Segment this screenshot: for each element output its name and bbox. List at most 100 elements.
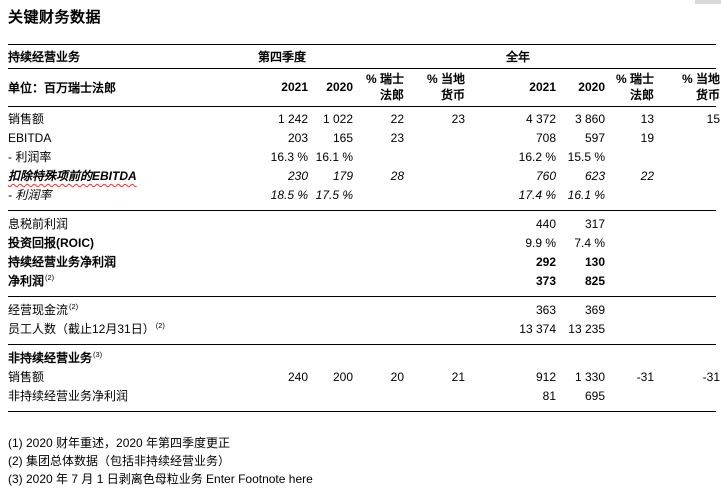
cell-fy-2021: 4 372 bbox=[525, 111, 556, 126]
footnote-ref: (2) bbox=[69, 302, 79, 311]
page-title: 关键财务数据 bbox=[8, 9, 102, 26]
cell-fy-2020: 7.4 % bbox=[574, 235, 605, 250]
cell-fy-2020: 16.1 % bbox=[567, 187, 605, 202]
cell-fy-2020: 597 bbox=[584, 130, 605, 145]
cell-q4-2020: 16.1 % bbox=[315, 149, 353, 164]
section-cashflow-headcount: 经营现金流(2) 363 369 员工人数（截止12月31日）(2) 13 37… bbox=[8, 297, 716, 344]
table-row-discontinued-net-income: 非持续经营业务净利润 81 695 bbox=[8, 386, 716, 405]
row-label: 扣除特殊项前的EBITDA bbox=[8, 169, 137, 183]
cell-q4-2021: 1 242 bbox=[277, 111, 308, 126]
cell-fy-2021: 16.2 % bbox=[518, 149, 556, 164]
cell-fy-pct-local: 15 bbox=[706, 111, 720, 126]
cell-q4-2021: 16.3 % bbox=[270, 149, 308, 164]
cell-fy-2021: 760 bbox=[535, 168, 556, 183]
column-header-row: 单位：百万瑞士法郎 2021 2020 % 瑞士 法郎 % 当地 货币 2021… bbox=[8, 69, 720, 106]
cell-q4-2021: 240 bbox=[287, 369, 308, 384]
cell-fy-2021: 440 bbox=[535, 216, 556, 231]
row-label: 非持续经营业务(3) bbox=[8, 350, 103, 365]
cell-fy-2021: 13 374 bbox=[519, 321, 556, 336]
cell-fy-2020: 623 bbox=[584, 168, 605, 183]
cell-fy-2021: 912 bbox=[535, 369, 556, 384]
col-header-q4-2020: 2020 bbox=[326, 79, 353, 94]
cell-fy-2020: 13 235 bbox=[568, 321, 605, 336]
group-header-q4: 第四季度 bbox=[258, 50, 307, 64]
footnotes: (1) 2020 财年重述，2020 年第四季度更正 (2) 集团总体数据（包括… bbox=[8, 434, 313, 488]
divider bbox=[8, 411, 716, 412]
row-label: 经营现金流(2) bbox=[8, 302, 79, 317]
col-header-fy-pct-chf: % 瑞士 法郎 bbox=[615, 71, 654, 102]
cell-fy-2021: 81 bbox=[542, 388, 556, 403]
key-financials-table: 持续经营业务 第四季度 全年 单位：百万瑞士法郎 2021 2020 % 瑞士 … bbox=[8, 44, 720, 412]
footnote-3: (3) 2020 年 7 月 1 日剥离色母粒业务 Enter Footnote… bbox=[8, 472, 313, 486]
row-label: - 利润率 bbox=[8, 150, 52, 164]
cell-q4-pct-chf: 23 bbox=[390, 130, 404, 145]
row-label: 销售额 bbox=[8, 370, 45, 384]
table-row-margin-before-exceptionals: - 利润率 18.5 % 17.5 % 17.4 % 16.1 % bbox=[8, 185, 716, 204]
cell-q4-2020: 17.5 % bbox=[315, 187, 353, 202]
row-label: 投资回报(ROIC) bbox=[8, 236, 94, 250]
divider bbox=[8, 106, 716, 107]
unit-label: 单位：百万瑞士法郎 bbox=[8, 81, 117, 95]
row-label: 持续经营业务净利润 bbox=[8, 255, 117, 269]
cell-q4-2020: 1 022 bbox=[322, 111, 353, 126]
cell-fy-pct-chf: 22 bbox=[640, 168, 654, 183]
table-row-ebitda-before-exceptionals: 扣除特殊项前的EBITDA 230 179 28 760 623 22 bbox=[8, 166, 716, 185]
section-discontinued-operations: 非持续经营业务(3) 销售额 240 200 20 21 912 1 330 -… bbox=[8, 345, 720, 411]
col-header-fy-pct-local: % 当地 货币 bbox=[681, 71, 720, 102]
cell-q4-pct-chf: 20 bbox=[390, 369, 404, 384]
cell-fy-2020: 317 bbox=[584, 216, 605, 231]
cell-fy-2021: 708 bbox=[535, 130, 556, 145]
cell-fy-pct-local: -31 bbox=[702, 369, 720, 384]
cell-q4-2021: 18.5 % bbox=[270, 187, 308, 202]
col-header-q4-pct-chf: % 瑞士 法郎 bbox=[365, 71, 404, 102]
divider bbox=[8, 44, 716, 45]
cell-fy-2020: 130 bbox=[584, 254, 605, 269]
cell-fy-2020: 695 bbox=[584, 388, 605, 403]
cell-q4-2021: 203 bbox=[287, 130, 308, 145]
cell-fy-2021: 17.4 % bbox=[518, 187, 556, 202]
table-row-net-income: 净利润(2) 373 825 bbox=[8, 271, 716, 290]
footnote-1: (1) 2020 财年重述，2020 年第四季度更正 bbox=[8, 436, 231, 450]
table-row-ebitda-margin: - 利润率 16.3 % 16.1 % 16.2 % 15.5 % bbox=[8, 147, 716, 166]
cell-fy-2020: 1 330 bbox=[574, 369, 605, 384]
divider bbox=[8, 344, 716, 345]
cell-fy-2020: 825 bbox=[584, 273, 605, 288]
section-profit: 息税前利润 440 317 投资回报(ROIC) 9.9 % 7.4 % bbox=[8, 211, 716, 296]
divider bbox=[8, 210, 716, 211]
section-label-continuing-operations: 持续经营业务 bbox=[8, 50, 81, 64]
cell-fy-pct-chf: -31 bbox=[636, 369, 654, 384]
cell-q4-pct-chf: 22 bbox=[390, 111, 404, 126]
group-header-full-year: 全年 bbox=[506, 50, 531, 64]
col-header-q4-pct-local: % 当地 货币 bbox=[426, 71, 465, 102]
col-header-q4-2021: 2021 bbox=[281, 79, 308, 94]
row-label: 销售额 bbox=[8, 112, 45, 126]
row-label: EBITDA bbox=[8, 130, 52, 145]
cell-fy-pct-chf: 19 bbox=[640, 130, 654, 145]
table-row-discontinued-header: 非持续经营业务(3) bbox=[8, 348, 716, 367]
row-label: 息税前利润 bbox=[8, 217, 69, 231]
cell-fy-2020: 369 bbox=[584, 302, 605, 317]
cell-fy-2021: 292 bbox=[535, 254, 556, 269]
footnote-ref: (2) bbox=[45, 273, 55, 282]
cell-q4-2021: 230 bbox=[287, 168, 308, 183]
cell-q4-2020: 165 bbox=[332, 130, 353, 145]
footnote-ref: (2) bbox=[155, 321, 165, 330]
cell-fy-2020: 15.5 % bbox=[567, 149, 605, 164]
table-row-net-income-continuing: 持续经营业务净利润 292 130 bbox=[8, 252, 716, 271]
table-row-discontinued-sales: 销售额 240 200 20 21 912 1 330 -31 -31 bbox=[8, 367, 720, 386]
scrollbar-fragment bbox=[695, 0, 721, 4]
divider bbox=[8, 68, 716, 69]
cell-q4-2020: 179 bbox=[332, 168, 353, 183]
row-label: 净利润(2) bbox=[8, 273, 55, 288]
table-row-operating-cashflow: 经营现金流(2) 363 369 bbox=[8, 300, 716, 319]
section-sales-ebitda: 销售额 1 242 1 022 22 23 4 372 3 860 13 15 … bbox=[8, 107, 720, 210]
table-row-roic: 投资回报(ROIC) 9.9 % 7.4 % bbox=[8, 233, 716, 252]
table-row-headcount: 员工人数（截止12月31日）(2) 13 374 13 235 bbox=[8, 319, 716, 338]
cell-q4-pct-local: 23 bbox=[451, 111, 465, 126]
cell-q4-pct-local: 21 bbox=[451, 369, 465, 384]
cell-q4-pct-chf: 28 bbox=[390, 168, 404, 183]
cell-fy-2021: 363 bbox=[535, 302, 556, 317]
divider bbox=[8, 296, 716, 297]
table-row-sales: 销售额 1 242 1 022 22 23 4 372 3 860 13 15 bbox=[8, 109, 720, 128]
footnote-ref: (3) bbox=[93, 350, 103, 359]
